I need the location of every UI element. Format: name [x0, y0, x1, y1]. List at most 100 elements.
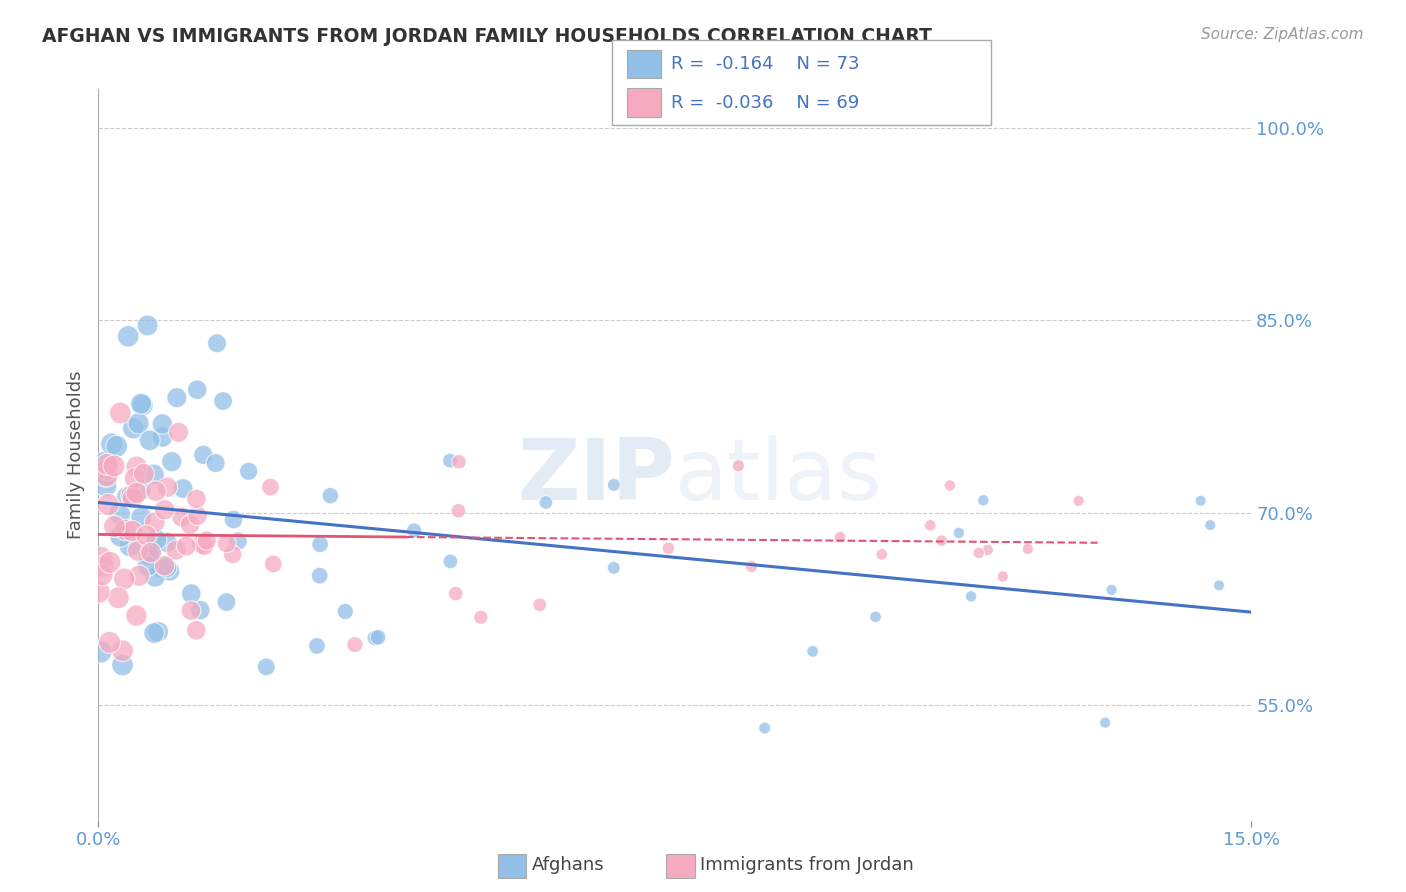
Point — [94, 479, 117, 493]
Point — [404, 524, 426, 538]
Point — [1199, 518, 1222, 533]
Point — [122, 421, 145, 435]
Point — [226, 534, 249, 549]
Point — [976, 543, 998, 558]
Point — [93, 455, 115, 469]
Point — [131, 510, 153, 524]
Point — [98, 555, 121, 569]
Point — [180, 586, 202, 600]
Point — [801, 644, 824, 658]
Point — [136, 318, 159, 333]
Point — [960, 590, 983, 604]
Text: Afghans: Afghans — [531, 856, 605, 874]
Point — [529, 598, 551, 612]
Point — [90, 645, 112, 659]
Text: R =  -0.164    N = 73: R = -0.164 N = 73 — [671, 55, 859, 73]
Point — [222, 512, 245, 526]
Point — [127, 543, 149, 558]
Point — [367, 630, 389, 644]
Point — [439, 453, 461, 467]
Point — [212, 394, 235, 409]
Point — [90, 567, 112, 582]
Point — [135, 528, 157, 542]
Text: atlas: atlas — [675, 435, 883, 518]
Point — [1101, 582, 1123, 597]
Point — [186, 383, 208, 397]
Point — [117, 329, 139, 343]
Point — [254, 660, 277, 674]
Point — [148, 624, 170, 639]
Point — [1067, 493, 1090, 508]
Point — [972, 493, 994, 508]
Point — [444, 586, 467, 600]
Point — [447, 455, 470, 469]
Point — [125, 459, 148, 474]
Point — [121, 524, 143, 538]
Point — [221, 547, 243, 561]
Point — [111, 658, 134, 673]
Point — [195, 533, 218, 548]
Point — [152, 430, 174, 444]
Point — [145, 484, 167, 499]
Point — [343, 638, 366, 652]
Point — [156, 560, 179, 574]
Point — [439, 554, 461, 568]
Text: R =  -0.036    N = 69: R = -0.036 N = 69 — [671, 94, 859, 112]
Point — [190, 537, 212, 551]
Point — [167, 425, 190, 440]
Point — [830, 530, 852, 544]
Point — [319, 489, 342, 503]
Point — [262, 557, 284, 571]
Point — [118, 539, 141, 553]
Point — [145, 533, 167, 547]
Point — [186, 624, 208, 638]
Point — [193, 539, 215, 553]
Point — [159, 564, 181, 578]
Point — [105, 439, 128, 453]
Text: ZIP: ZIP — [517, 435, 675, 518]
Point — [120, 489, 142, 503]
Point — [1094, 715, 1116, 730]
Point — [534, 495, 557, 509]
Point — [110, 529, 132, 543]
Point — [170, 510, 193, 524]
Point — [143, 570, 166, 584]
Point — [153, 503, 176, 517]
Point — [90, 550, 112, 565]
Point — [991, 569, 1014, 583]
Point — [138, 434, 160, 448]
Point — [121, 491, 143, 505]
Point — [939, 478, 962, 492]
Point — [103, 519, 125, 533]
Point — [108, 507, 131, 521]
Point — [150, 417, 173, 431]
Point — [166, 391, 188, 405]
Point — [1208, 578, 1230, 592]
Point — [96, 462, 118, 476]
Point — [215, 595, 238, 609]
Y-axis label: Family Households: Family Households — [66, 371, 84, 539]
Point — [741, 559, 763, 574]
Point — [727, 458, 749, 473]
Point — [153, 558, 176, 573]
Point — [470, 610, 492, 624]
Point — [139, 545, 162, 559]
Point — [165, 543, 187, 558]
Point — [308, 568, 330, 582]
Point — [129, 483, 152, 498]
Point — [967, 546, 990, 560]
Point — [87, 585, 110, 599]
Point — [125, 486, 148, 500]
Point — [107, 591, 129, 605]
Point — [186, 491, 208, 506]
Point — [97, 498, 120, 512]
Point — [931, 533, 953, 548]
Point — [114, 523, 136, 537]
Point — [215, 536, 238, 550]
Point — [309, 537, 332, 551]
Point — [96, 468, 118, 483]
Point — [125, 608, 148, 623]
Point — [143, 516, 166, 530]
Point — [176, 539, 198, 553]
Point — [96, 458, 118, 472]
